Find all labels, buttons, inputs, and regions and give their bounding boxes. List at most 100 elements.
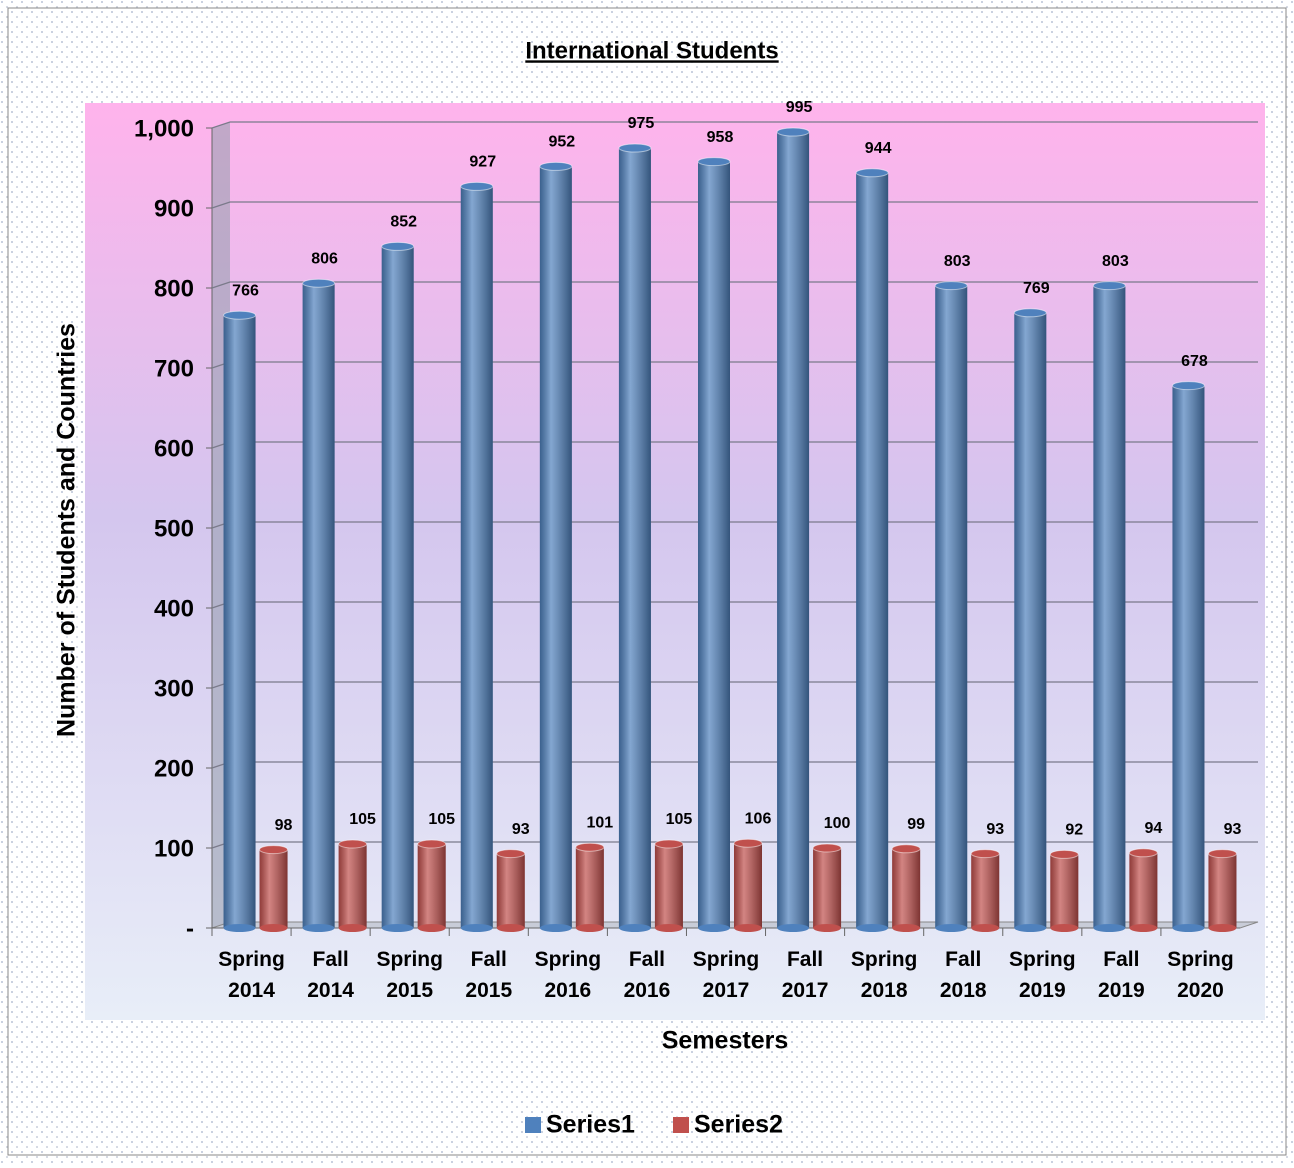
bar-bottom xyxy=(417,924,446,932)
data-label: 98 xyxy=(275,817,293,834)
data-label: 975 xyxy=(628,115,655,132)
bar-shade xyxy=(892,848,921,928)
bar-shade xyxy=(1050,854,1079,928)
data-label: 995 xyxy=(786,99,813,116)
bar-shade xyxy=(734,843,762,928)
y-tick-label: 300 xyxy=(154,675,194,702)
data-label: 100 xyxy=(824,815,851,832)
bar-shade xyxy=(1014,312,1047,928)
bar xyxy=(381,241,415,932)
bar-top xyxy=(1049,849,1079,859)
x-axis-label: Semesters xyxy=(662,1027,788,1055)
bar-bottom xyxy=(1050,924,1079,932)
bar-top xyxy=(460,181,494,191)
bar-top xyxy=(1092,281,1126,291)
data-label: 93 xyxy=(1224,821,1242,838)
bar-bottom xyxy=(259,924,288,932)
bar-shade xyxy=(1093,285,1126,929)
bar xyxy=(575,842,605,932)
bar-bottom xyxy=(302,924,335,932)
x-tick-label: Fall 2016 xyxy=(624,948,671,1002)
bar-top xyxy=(812,843,842,853)
y-tick-label: 400 xyxy=(154,595,194,622)
bar-bottom xyxy=(460,924,493,932)
bar-top xyxy=(733,838,763,848)
bar xyxy=(776,127,810,932)
y-tick-label: 100 xyxy=(154,835,194,862)
bar xyxy=(1013,308,1047,932)
x-tick-label: Spring 2020 xyxy=(1167,948,1234,1002)
data-label: 101 xyxy=(586,814,613,831)
bar-top xyxy=(1128,848,1158,858)
bar xyxy=(934,281,968,932)
bar-top xyxy=(417,839,447,849)
bar-shade xyxy=(496,853,525,928)
bar xyxy=(891,844,921,932)
y-tick-label: 700 xyxy=(154,355,194,382)
bar-bottom xyxy=(618,924,651,932)
bar xyxy=(1092,281,1126,932)
bar xyxy=(1171,381,1205,932)
bar-top xyxy=(1171,381,1205,391)
bar-top xyxy=(338,839,368,849)
y-tick-label: 500 xyxy=(154,515,194,542)
y-tick-label: 200 xyxy=(154,755,194,782)
bar-bottom xyxy=(496,924,525,932)
bar-bottom xyxy=(935,924,968,932)
y-axis-label: Number of Students and Countries xyxy=(53,323,81,737)
bar-bottom xyxy=(338,924,367,932)
data-label: 99 xyxy=(907,816,925,833)
bar-shade xyxy=(1129,852,1158,928)
x-tick-label: Spring 2018 xyxy=(851,948,918,1002)
grid-line xyxy=(211,281,1258,289)
frame xyxy=(7,7,1287,1156)
chart-title: International Students xyxy=(525,37,778,64)
bar-shade xyxy=(259,849,288,928)
bar xyxy=(1207,849,1237,932)
bar-bottom xyxy=(892,924,921,932)
bar-bottom xyxy=(575,924,604,932)
bar-shade xyxy=(618,148,651,928)
bar-shade xyxy=(935,285,968,929)
bar-top xyxy=(302,278,336,288)
bar xyxy=(812,843,842,932)
legend-swatch xyxy=(525,1117,541,1133)
bar-shade xyxy=(460,186,493,928)
x-tick-label: Spring 2019 xyxy=(1009,948,1076,1002)
legend-label: Series2 xyxy=(694,1111,783,1139)
bar xyxy=(302,278,336,932)
data-label: 958 xyxy=(707,129,734,146)
bar-shade xyxy=(575,847,604,928)
bar-bottom xyxy=(698,924,730,932)
bar-bottom xyxy=(1014,924,1047,932)
data-label: 94 xyxy=(1144,820,1162,837)
bar xyxy=(539,161,573,932)
bar-top xyxy=(618,143,652,153)
bar-bottom xyxy=(734,924,762,932)
bar-shade xyxy=(777,132,810,928)
x-tick-label: Spring 2016 xyxy=(535,948,602,1002)
bar-top xyxy=(855,168,889,178)
bar-shade xyxy=(1208,853,1237,928)
data-label: 927 xyxy=(469,154,496,171)
data-label: 92 xyxy=(1065,822,1083,839)
data-label: 852 xyxy=(390,214,417,231)
bar-bottom xyxy=(971,924,1000,932)
data-label: 769 xyxy=(1023,280,1050,297)
x-tick-label: Fall 2019 xyxy=(1098,948,1145,1002)
bar-shade xyxy=(539,166,572,928)
y-tick-label: 900 xyxy=(154,195,194,222)
data-label: 678 xyxy=(1181,353,1208,370)
bar-bottom xyxy=(1093,924,1126,932)
data-label: 806 xyxy=(311,250,338,267)
bar-bottom xyxy=(539,924,572,932)
bar-shade xyxy=(381,246,414,928)
bar xyxy=(970,849,1000,932)
bar-bottom xyxy=(1129,924,1158,932)
bar-bottom xyxy=(1208,924,1237,932)
bar-shade xyxy=(1172,385,1205,929)
bar-top xyxy=(891,844,921,854)
bar xyxy=(654,839,684,932)
bar-shade xyxy=(223,315,256,928)
